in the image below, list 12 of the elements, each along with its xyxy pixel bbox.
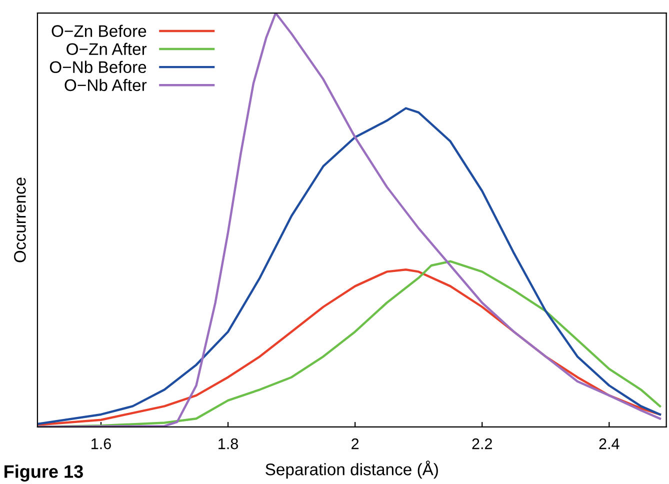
legend-label: O−Nb After [64,78,147,92]
x-tick-label: 1.8 [218,438,238,450]
legend-label: O−Zn Before [52,24,146,37]
y-axis-title: Occurrence [14,178,26,262]
x-tick-label: 2.4 [599,438,620,450]
legend-label: O−Zn After [66,42,147,56]
caption: Figure 13 [4,464,83,482]
x-axis-title: Separation distance (Å) [266,460,438,479]
x-tick-label: 2 [352,438,359,450]
x-tick-label: 2.2 [472,438,492,450]
x-tick-label: 1.6 [92,438,111,450]
legend-label: O−Nb Before [50,60,146,74]
